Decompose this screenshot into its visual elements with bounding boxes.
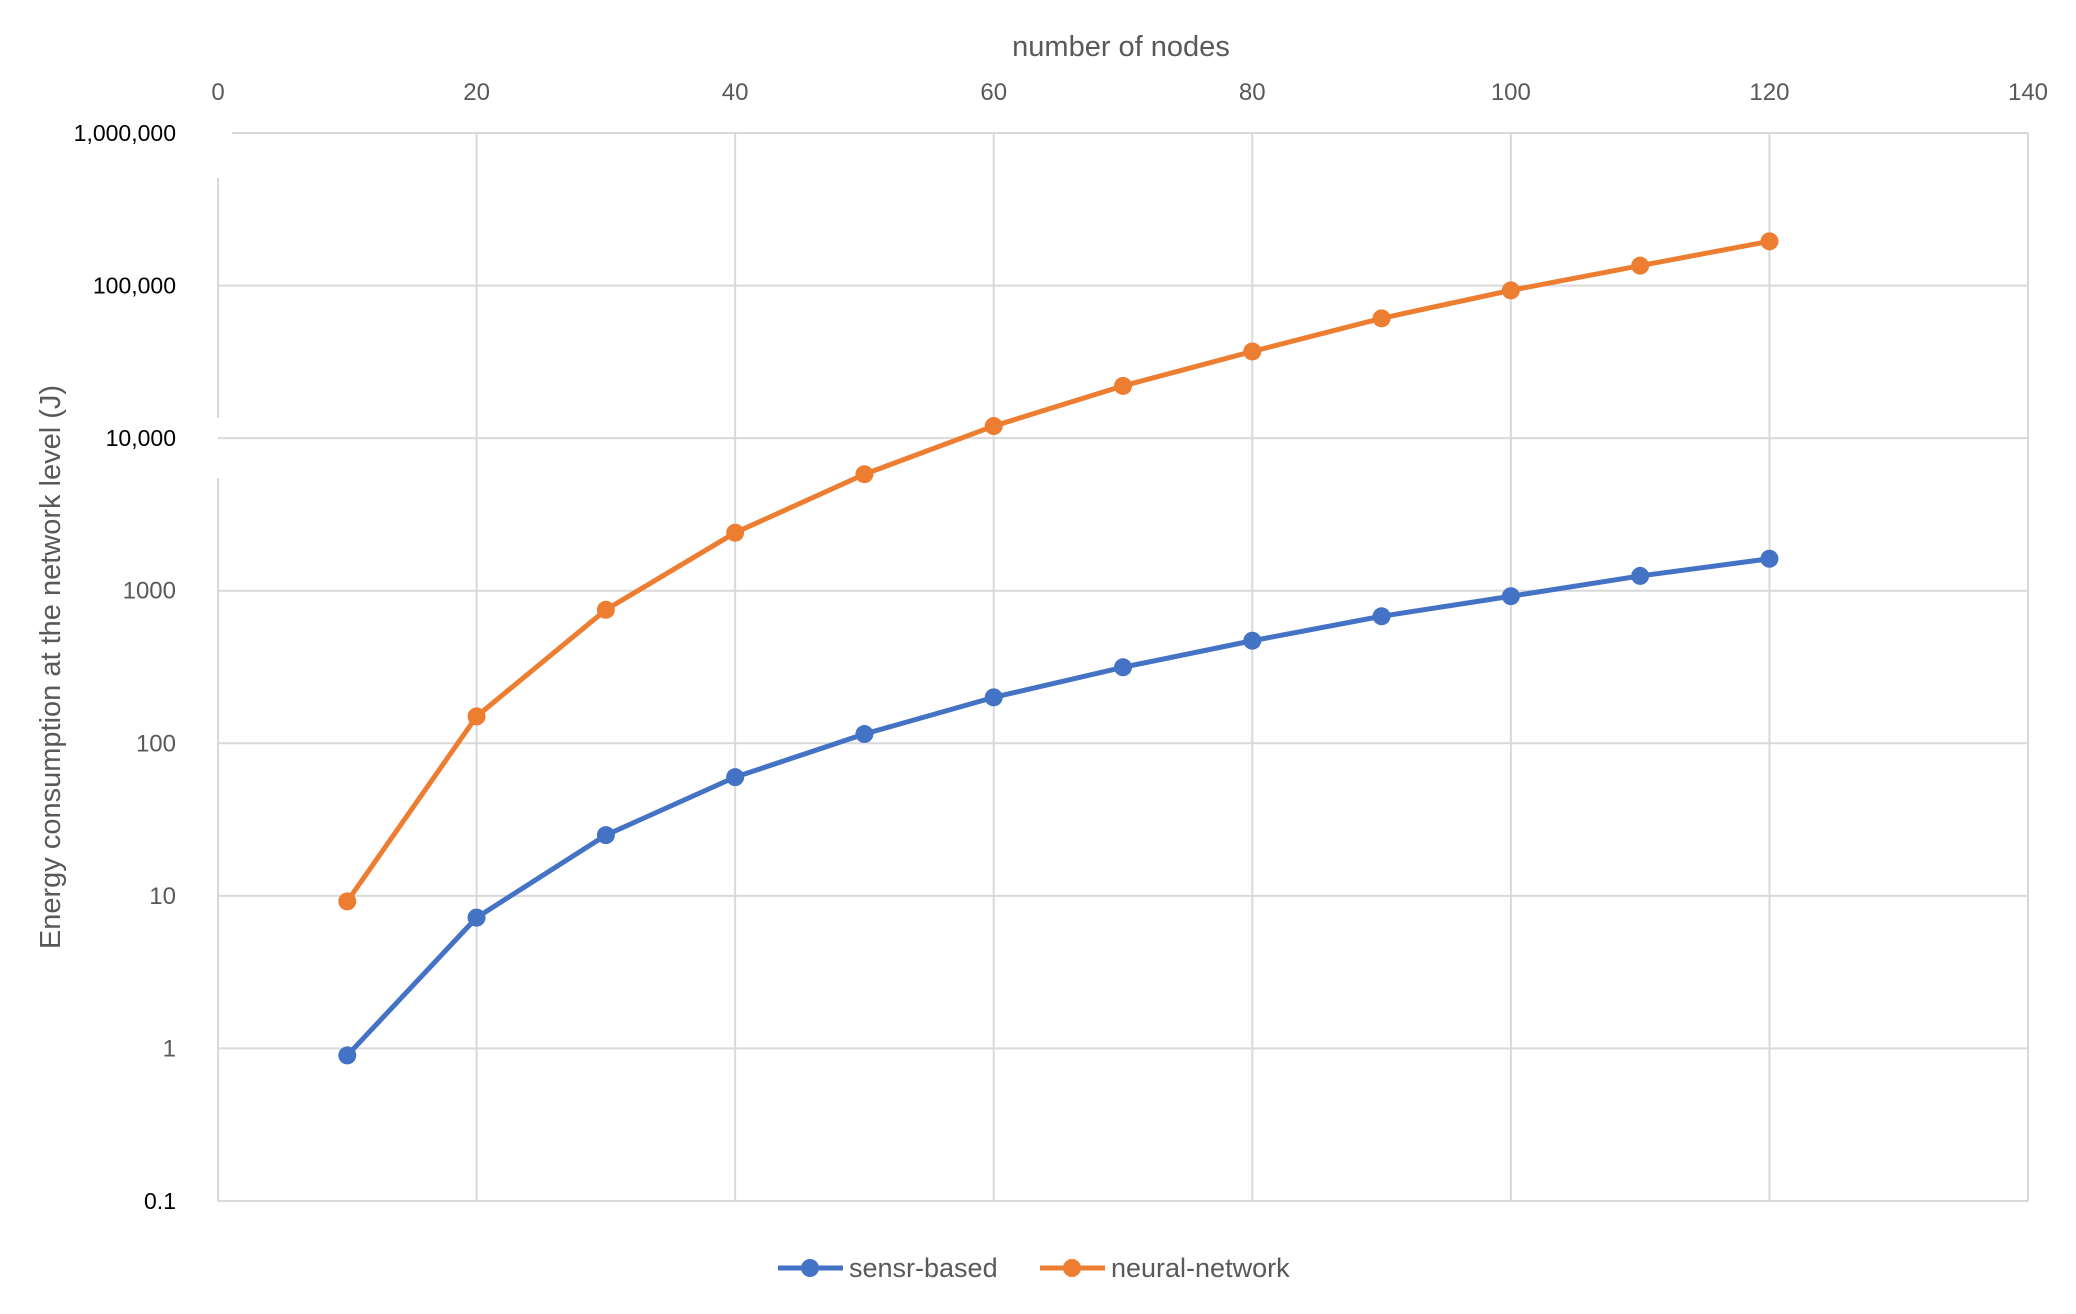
y-tick-label: 100	[136, 730, 176, 757]
y-tick-label: 100,000	[93, 273, 176, 299]
y-tick-label: 1	[163, 1035, 176, 1062]
data-point	[726, 768, 745, 787]
y-tick-label: 1,000,000	[74, 120, 176, 146]
data-point	[1243, 631, 1262, 650]
data-point	[1501, 281, 1520, 300]
data-point	[1760, 549, 1779, 568]
series-line-neural-network	[344, 238, 1772, 904]
x-tick-label: 100	[1491, 79, 1531, 106]
data-point	[338, 892, 357, 911]
data-point	[338, 1046, 357, 1065]
legend-swatch-marker	[1063, 1259, 1081, 1277]
tick-labels: 0 20 40 60 80 100 120 140 0.1 1 10 100 1000 10,000 100…	[74, 79, 2048, 1214]
legend-label: neural-network	[1111, 1253, 1290, 1283]
data-point	[1114, 658, 1132, 677]
data-point	[1114, 376, 1132, 395]
data-point	[984, 417, 1003, 436]
y-tick-label: 1000	[123, 578, 176, 605]
axes	[217, 178, 2028, 1202]
data-point	[467, 707, 486, 726]
data-point	[726, 523, 745, 542]
x-tick-label: 60	[980, 79, 1007, 106]
data-point	[596, 600, 615, 619]
grid-lines	[218, 132, 2029, 1201]
y-axis-title: Energy consumption at the network level …	[35, 385, 67, 949]
series-lines	[338, 232, 1779, 1065]
x-tick-label: 40	[722, 79, 749, 106]
x-tick-label: 0	[211, 79, 224, 106]
data-point	[1501, 587, 1520, 606]
data-point	[855, 725, 874, 744]
series-line-sensr-based	[344, 556, 1772, 1058]
y-tick-label: 10	[149, 883, 176, 910]
x-tick-label: 20	[463, 79, 490, 106]
x-tick-label: 120	[1749, 79, 1789, 106]
y-tick-label: 10,000	[106, 425, 176, 451]
data-point	[1631, 566, 1650, 585]
y-tick-label: 0.1	[144, 1188, 176, 1214]
data-point	[1372, 309, 1391, 328]
legend-label: sensr-based	[849, 1253, 998, 1283]
x-tick-label: 80	[1239, 79, 1266, 106]
legend: sensr-based neural-network	[778, 1253, 1290, 1283]
data-point	[1760, 232, 1779, 251]
data-point	[1243, 342, 1262, 361]
data-point	[1372, 607, 1391, 626]
data-point	[467, 908, 486, 927]
data-point	[1631, 256, 1650, 275]
data-point	[984, 688, 1003, 707]
data-point	[855, 465, 874, 484]
x-tick-label: 140	[2008, 79, 2048, 106]
x-axis-title: number of nodes	[1012, 31, 1230, 63]
legend-swatch-marker	[801, 1259, 819, 1277]
data-point	[596, 826, 615, 845]
